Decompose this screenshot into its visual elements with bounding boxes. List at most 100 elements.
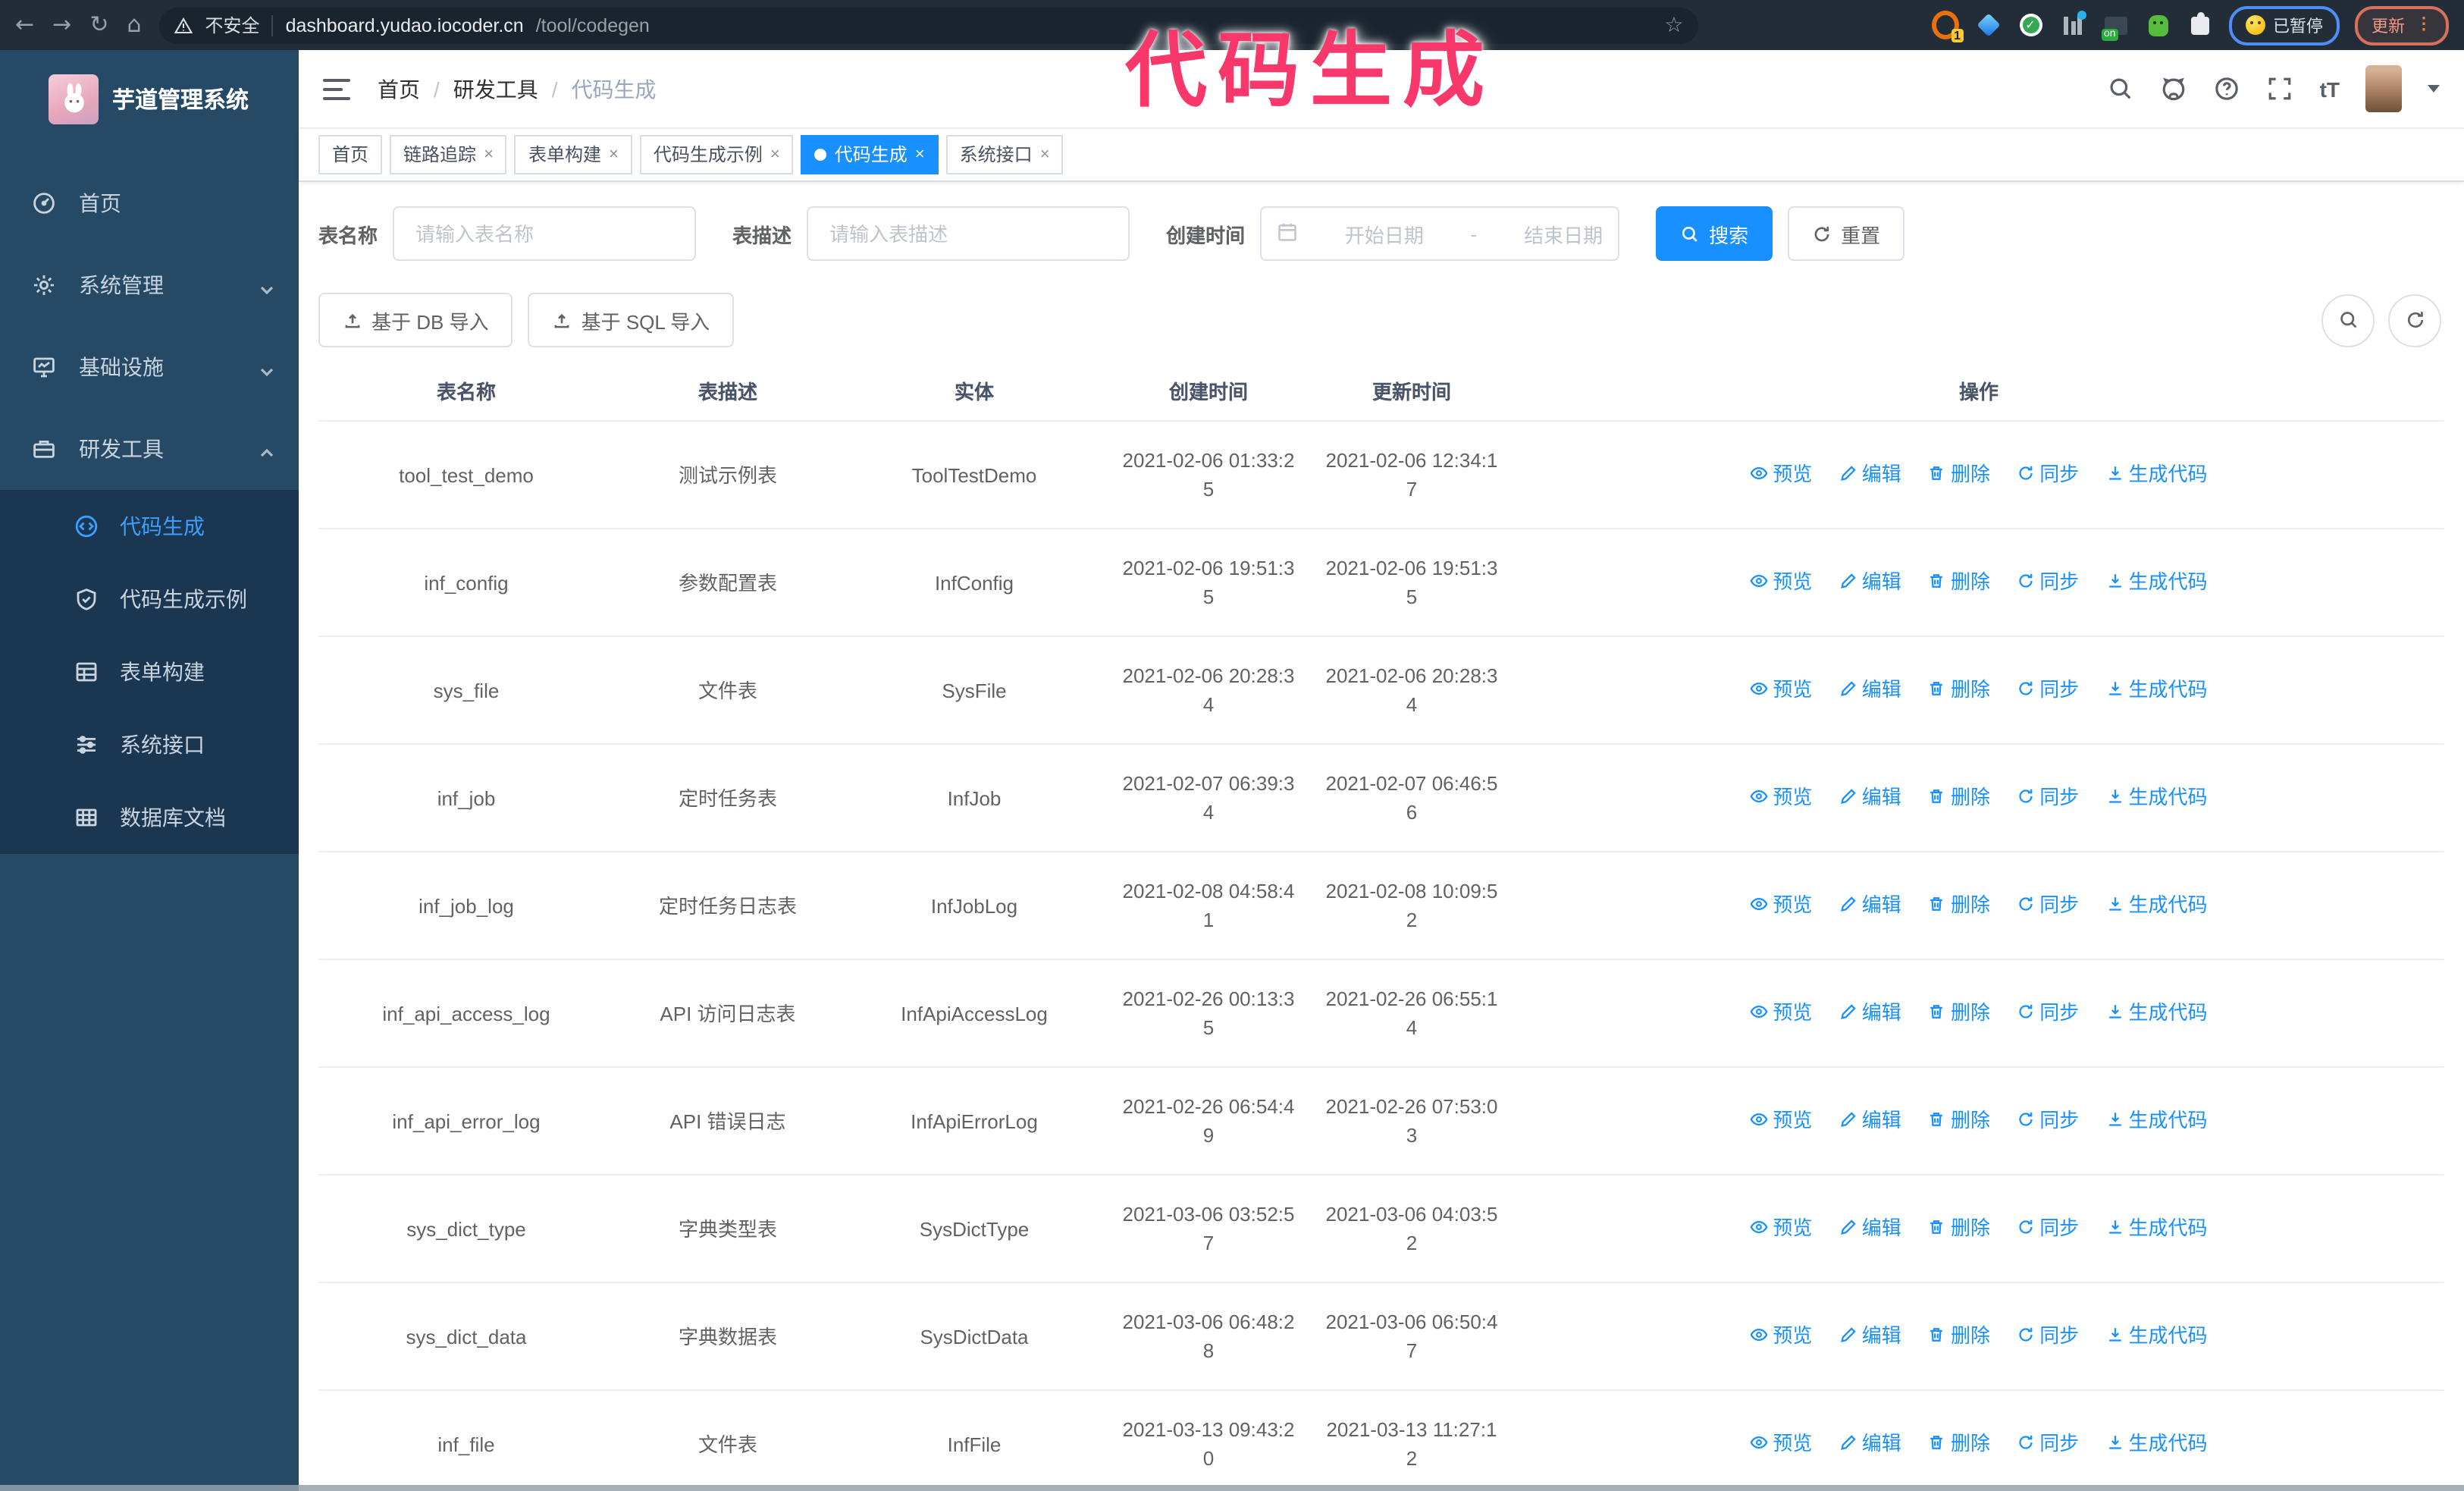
generate-code-link[interactable]: 生成代码 [2106, 1213, 2208, 1242]
browser-back-icon[interactable]: ← [15, 11, 35, 38]
delete-link[interactable]: 删除 [1928, 890, 1990, 919]
fullscreen-icon[interactable] [2267, 75, 2294, 102]
sync-link[interactable]: 同步 [2017, 675, 2079, 704]
address-bar[interactable]: 不安全 dashboard.yudao.iocoder.cn /tool/cod… [159, 7, 1699, 43]
sidebar-item-home[interactable]: 首页 [0, 162, 299, 244]
preview-link[interactable]: 预览 [1750, 890, 1812, 919]
chrome-update-button[interactable]: 更新 ⋮ [2355, 5, 2449, 45]
preview-link[interactable]: 预览 [1750, 460, 1812, 488]
paused-profile-badge[interactable]: 已暂停 [2229, 5, 2340, 45]
preview-link[interactable]: 预览 [1750, 998, 1812, 1027]
user-avatar[interactable] [2365, 65, 2402, 112]
sidebar-item-system[interactable]: 系统管理 [0, 244, 299, 326]
tab-codegen-example[interactable]: 代码生成示例 × [639, 135, 794, 174]
generate-code-link[interactable]: 生成代码 [2106, 675, 2208, 704]
preview-link[interactable]: 预览 [1750, 1321, 1812, 1350]
bookmark-star-icon[interactable]: ☆ [1664, 13, 1684, 37]
browser-home-icon[interactable]: ⌂ [127, 11, 142, 38]
table-row[interactable]: sys_file 文件表 SysFile 2021-02-06 20:28:34… [318, 636, 2444, 745]
sync-link[interactable]: 同步 [2017, 1213, 2079, 1242]
table-desc-input[interactable] [826, 221, 1111, 246]
preview-link[interactable]: 预览 [1750, 675, 1812, 704]
sync-link[interactable]: 同步 [2017, 567, 2079, 596]
close-icon[interactable]: × [914, 145, 925, 163]
sync-link[interactable]: 同步 [2017, 1429, 2079, 1458]
delete-link[interactable]: 删除 [1928, 783, 1990, 811]
table-row[interactable]: inf_api_error_log API 错误日志 InfApiErrorLo… [318, 1067, 2444, 1176]
generate-code-link[interactable]: 生成代码 [2106, 998, 2208, 1027]
generate-code-link[interactable]: 生成代码 [2106, 460, 2208, 488]
sidebar-item-codegen-example[interactable]: 代码生成示例 [0, 563, 299, 636]
edit-link[interactable]: 编辑 [1839, 567, 1901, 596]
import-db-button[interactable]: 基于 DB 导入 [318, 293, 513, 347]
sync-link[interactable]: 同步 [2017, 1106, 2079, 1135]
table-row[interactable]: sys_dict_type 字典类型表 SysDictType 2021-03-… [318, 1175, 2444, 1283]
tab-codegen[interactable]: 代码生成 × [801, 135, 939, 174]
tab-system-api[interactable]: 系统接口 × [945, 135, 1064, 174]
table-row[interactable]: inf_config 参数配置表 InfConfig 2021-02-06 19… [318, 529, 2444, 637]
browser-reload-icon[interactable]: ↻ [89, 11, 109, 38]
toggle-search-button[interactable] [2321, 293, 2375, 347]
font-size-icon[interactable]: tT [2319, 77, 2340, 101]
table-name-input[interactable] [412, 221, 677, 246]
generate-code-link[interactable]: 生成代码 [2106, 567, 2208, 596]
sidebar-item-devtools[interactable]: 研发工具 [0, 408, 299, 490]
preview-link[interactable]: 预览 [1750, 783, 1812, 811]
sidebar-item-db-doc[interactable]: 数据库文档 [0, 781, 299, 854]
delete-link[interactable]: 删除 [1928, 1429, 1990, 1458]
search-icon[interactable] [2108, 75, 2135, 102]
preview-link[interactable]: 预览 [1750, 1106, 1812, 1135]
sidebar-item-infra[interactable]: 基础设施 [0, 326, 299, 408]
delete-link[interactable]: 删除 [1928, 1106, 1990, 1135]
edit-link[interactable]: 编辑 [1839, 1429, 1901, 1458]
breadcrumb-home[interactable]: 首页 [378, 77, 420, 101]
kebab-menu-icon[interactable]: ⋮ [2415, 15, 2432, 33]
generate-code-link[interactable]: 生成代码 [2106, 1321, 2208, 1350]
edit-link[interactable]: 编辑 [1839, 675, 1901, 704]
extensions-puzzle-icon[interactable] [2187, 11, 2214, 39]
sidebar-item-codegen[interactable]: 代码生成 [0, 490, 299, 563]
sync-link[interactable]: 同步 [2017, 890, 2079, 919]
sync-link[interactable]: 同步 [2017, 783, 2079, 811]
tab-home[interactable]: 首页 [318, 135, 383, 174]
generate-code-link[interactable]: 生成代码 [2106, 890, 2208, 919]
search-button[interactable]: 搜索 [1656, 206, 1773, 261]
close-icon[interactable]: × [484, 145, 494, 163]
sidebar-item-form-builder[interactable]: 表单构建 [0, 636, 299, 708]
sync-link[interactable]: 同步 [2017, 460, 2079, 488]
browser-forward-icon[interactable]: → [52, 11, 72, 38]
generate-code-link[interactable]: 生成代码 [2106, 1429, 2208, 1458]
tab-tracing[interactable]: 链路追踪 × [390, 135, 507, 174]
edit-link[interactable]: 编辑 [1839, 890, 1901, 919]
preview-link[interactable]: 预览 [1750, 1429, 1812, 1458]
edit-link[interactable]: 编辑 [1839, 998, 1901, 1027]
close-icon[interactable]: × [608, 145, 619, 163]
edit-link[interactable]: 编辑 [1839, 1106, 1901, 1135]
delete-link[interactable]: 删除 [1928, 675, 1990, 704]
preview-link[interactable]: 预览 [1750, 567, 1812, 596]
extension-on-icon[interactable]: on [2101, 11, 2129, 40]
refresh-table-button[interactable] [2388, 293, 2441, 347]
delete-link[interactable]: 删除 [1928, 460, 1990, 488]
table-row[interactable]: inf_file 文件表 InfFile 2021-03-13 09:43:20… [318, 1390, 2444, 1491]
sync-link[interactable]: 同步 [2017, 1321, 2079, 1350]
generate-code-link[interactable]: 生成代码 [2106, 1106, 2208, 1135]
table-row[interactable]: tool_test_demo 测试示例表 ToolTestDemo 2021-0… [318, 421, 2444, 529]
delete-link[interactable]: 删除 [1928, 567, 1990, 596]
extension-gem-icon[interactable] [1974, 11, 2002, 39]
date-range-picker[interactable]: 开始日期 - 结束日期 [1260, 206, 1620, 261]
github-icon[interactable] [2161, 75, 2188, 102]
table-row[interactable]: inf_job 定时任务表 InfJob 2021-02-07 06:39:34… [318, 744, 2444, 852]
extension-pet-icon[interactable] [2144, 11, 2171, 39]
import-sql-button[interactable]: 基于 SQL 导入 [528, 293, 735, 347]
extension-orange-icon[interactable]: 1 [1932, 11, 1964, 42]
edit-link[interactable]: 编辑 [1839, 783, 1901, 811]
table-row[interactable]: sys_dict_data 字典数据表 SysDictData 2021-03-… [318, 1282, 2444, 1391]
edit-link[interactable]: 编辑 [1839, 1321, 1901, 1350]
help-icon[interactable] [2214, 75, 2241, 102]
generate-code-link[interactable]: 生成代码 [2106, 783, 2208, 811]
tab-form-builder[interactable]: 表单构建 × [514, 135, 632, 174]
delete-link[interactable]: 删除 [1928, 998, 1990, 1027]
hamburger-icon[interactable] [323, 78, 350, 99]
extension-check-icon[interactable]: ✓ [2017, 11, 2044, 39]
